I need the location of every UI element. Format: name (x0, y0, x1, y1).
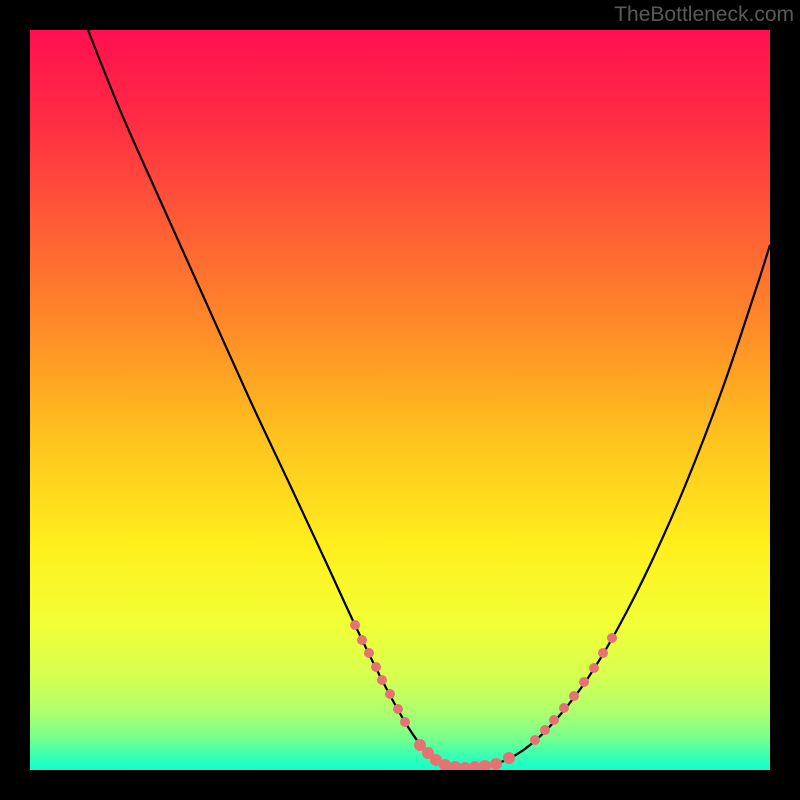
marker-dot (579, 677, 589, 687)
marker-dot (364, 648, 374, 658)
watermark-text: TheBottleneck.com (614, 3, 794, 27)
bottom-marker-group (414, 739, 515, 770)
marker-dot (530, 735, 540, 745)
marker-dot (393, 704, 403, 714)
marker-dot (479, 760, 491, 770)
plot-area (30, 30, 770, 770)
marker-dot (598, 648, 608, 658)
marker-dot (400, 717, 410, 727)
right-marker-group (530, 633, 617, 745)
marker-dot (385, 689, 395, 699)
marker-dot (559, 703, 569, 713)
left-marker-group (350, 620, 410, 727)
marker-dot (377, 675, 387, 685)
chart-container: TheBottleneck.com (0, 0, 800, 800)
bottleneck-curve (88, 30, 770, 768)
curve-layer (30, 30, 770, 770)
marker-dot (540, 725, 550, 735)
marker-dot (549, 715, 559, 725)
marker-dot (503, 752, 515, 764)
marker-dot (371, 662, 381, 672)
marker-dot (607, 633, 617, 643)
marker-dot (490, 758, 502, 770)
marker-dot (569, 691, 579, 701)
marker-dot (350, 620, 360, 630)
marker-dot (357, 635, 367, 645)
marker-dot (589, 663, 599, 673)
